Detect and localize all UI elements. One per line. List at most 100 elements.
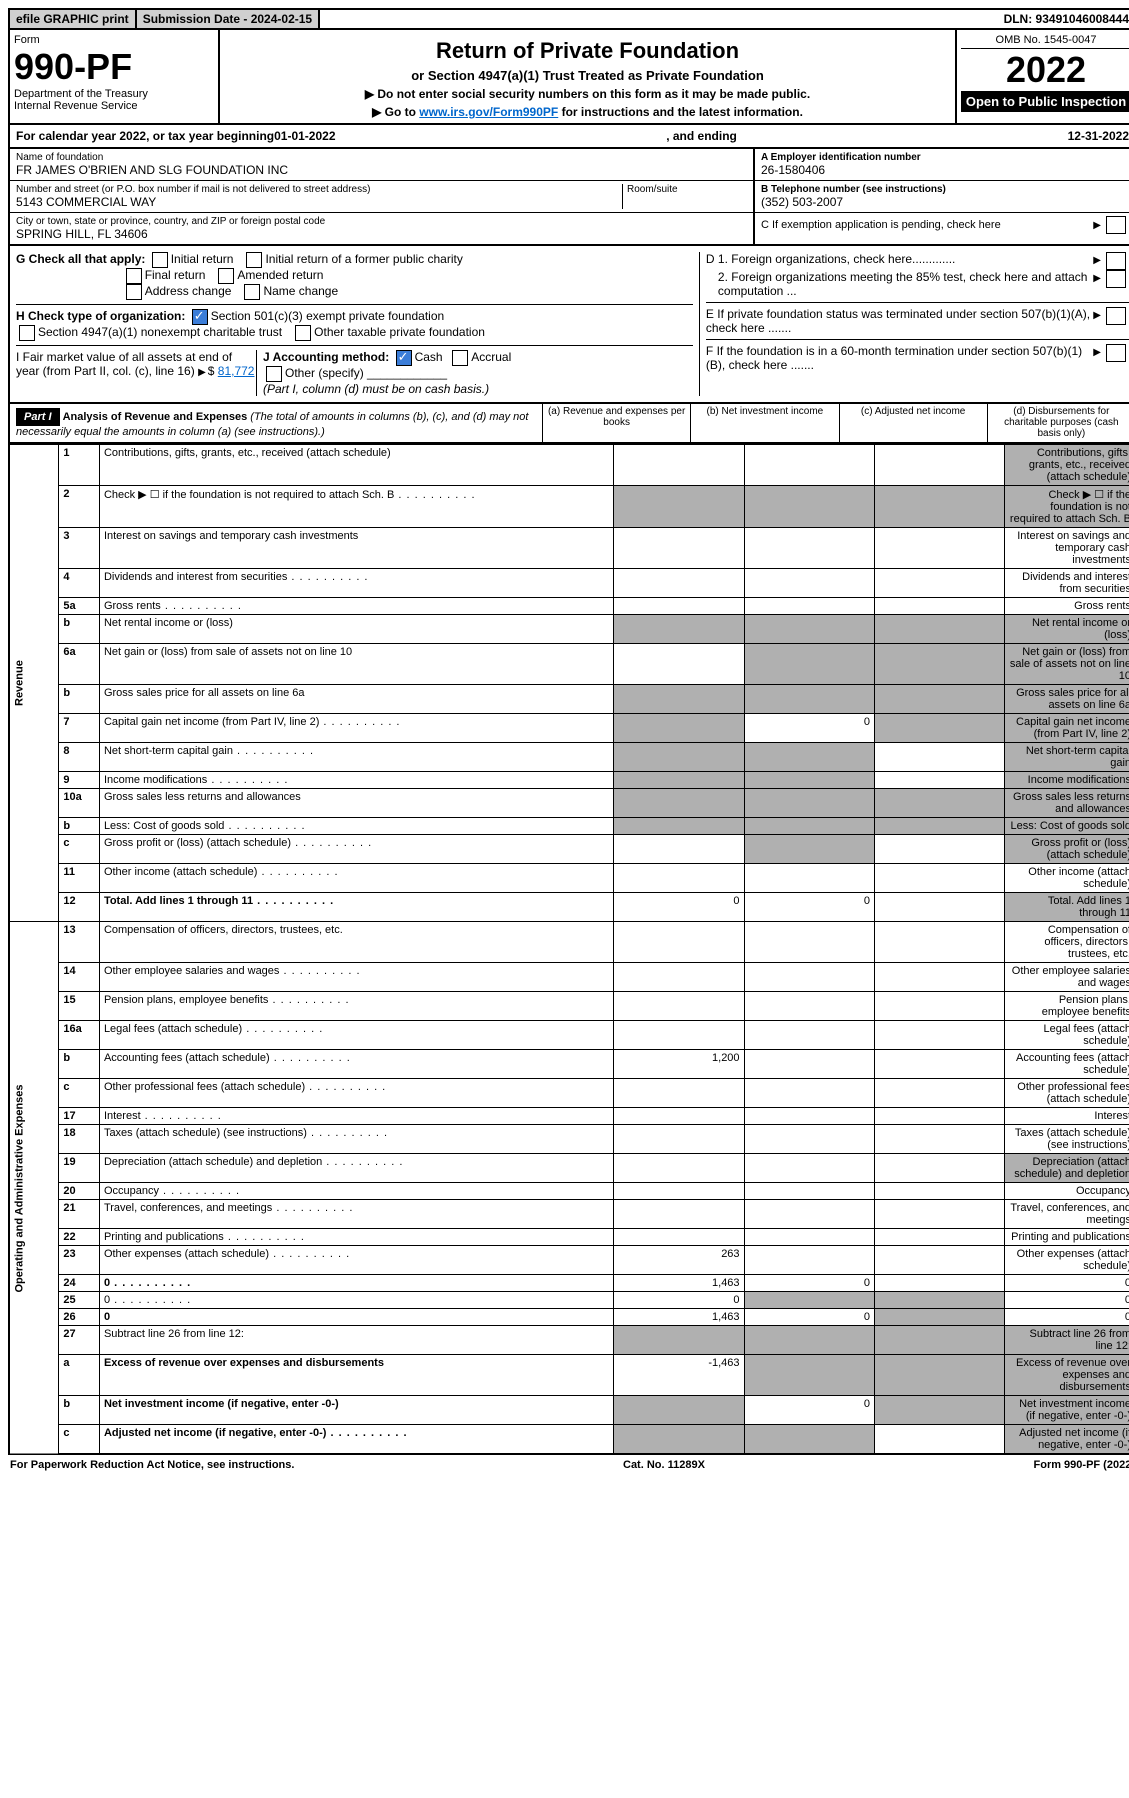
cell-col-a xyxy=(614,1425,744,1455)
cell-col-a: -1,463 xyxy=(614,1355,744,1396)
cell-col-a xyxy=(614,445,744,486)
efile-print-button[interactable]: efile GRAPHIC print xyxy=(10,10,137,28)
j-other-checkbox[interactable] xyxy=(266,366,282,382)
cell-col-a xyxy=(614,528,744,569)
cell-col-b xyxy=(744,789,874,818)
cell-col-a xyxy=(614,1326,744,1355)
d2-label: 2. Foreign organizations meeting the 85%… xyxy=(706,270,1093,298)
cell-col-b xyxy=(744,1125,874,1154)
cell-col-b xyxy=(744,1154,874,1183)
g-name-change-checkbox[interactable] xyxy=(244,284,260,300)
d1-checkbox[interactable] xyxy=(1106,252,1126,270)
cell-col-b: 0 xyxy=(744,1309,874,1326)
cell-col-b xyxy=(744,598,874,615)
cell-col-a xyxy=(614,486,744,528)
line-description: Occupancy xyxy=(99,1183,613,1200)
j-accrual-checkbox[interactable] xyxy=(452,350,468,366)
col-b-header: (b) Net investment income xyxy=(690,404,838,442)
line-number: 25 xyxy=(59,1292,100,1309)
line-number: 2 xyxy=(59,486,100,528)
cell-col-b xyxy=(744,615,874,644)
d1-label: D 1. Foreign organizations, check here..… xyxy=(706,252,1093,266)
cell-col-c xyxy=(875,1154,1005,1183)
cell-col-a: 1,200 xyxy=(614,1050,744,1079)
cell-col-a xyxy=(614,772,744,789)
instruction-2-pre: ▶ Go to xyxy=(372,105,419,119)
c-checkbox[interactable] xyxy=(1106,216,1126,234)
h-501c3-checkbox[interactable] xyxy=(192,309,208,325)
cell-col-a xyxy=(614,1229,744,1246)
line-number: 26 xyxy=(59,1309,100,1326)
line-description: Printing and publications xyxy=(99,1229,613,1246)
g-initial-return-checkbox[interactable] xyxy=(152,252,168,268)
g-amended-checkbox[interactable] xyxy=(218,268,234,284)
g-address-change-checkbox[interactable] xyxy=(126,284,142,300)
cell-col-d: Compensation of officers, directors, tru… xyxy=(1005,922,1129,963)
cell-col-a: 0 xyxy=(614,893,744,922)
h-other-checkbox[interactable] xyxy=(295,325,311,341)
j-cash-checkbox[interactable] xyxy=(396,350,412,366)
line-number: c xyxy=(59,1425,100,1455)
line-description: Accounting fees (attach schedule) xyxy=(99,1050,613,1079)
g-initial-former-checkbox[interactable] xyxy=(246,252,262,268)
line-number: 24 xyxy=(59,1275,100,1292)
line-number: 23 xyxy=(59,1246,100,1275)
j-label: J Accounting method: xyxy=(263,350,389,364)
irs-link[interactable]: www.irs.gov/Form990PF xyxy=(419,105,558,119)
cell-col-d: Total. Add lines 1 through 11 xyxy=(1005,893,1129,922)
table-row: 14Other employee salaries and wagesOther… xyxy=(9,963,1129,992)
line-number: 17 xyxy=(59,1108,100,1125)
table-row: 8Net short-term capital gainNet short-te… xyxy=(9,743,1129,772)
cell-col-a xyxy=(614,992,744,1021)
cell-col-c xyxy=(875,1326,1005,1355)
cell-col-d: Taxes (attach schedule) (see instruction… xyxy=(1005,1125,1129,1154)
cell-col-d: 0 xyxy=(1005,1309,1129,1326)
cell-col-d: Income modifications xyxy=(1005,772,1129,789)
instruction-2-post: for instructions and the latest informat… xyxy=(562,105,803,119)
open-public-badge: Open to Public Inspection xyxy=(961,91,1129,112)
cell-col-b xyxy=(744,1200,874,1229)
table-row: 9Income modificationsIncome modification… xyxy=(9,772,1129,789)
j-accrual: Accrual xyxy=(471,350,511,364)
f-checkbox[interactable] xyxy=(1106,344,1126,362)
cell-col-a xyxy=(614,1183,744,1200)
cell-col-c xyxy=(875,1275,1005,1292)
i-value-link[interactable]: 81,772 xyxy=(218,364,255,378)
line-number: b xyxy=(59,818,100,835)
form-subtitle: or Section 4947(a)(1) Trust Treated as P… xyxy=(228,68,947,83)
room-label: Room/suite xyxy=(627,184,747,195)
e-checkbox[interactable] xyxy=(1106,307,1126,325)
cell-col-c xyxy=(875,1309,1005,1326)
cell-col-c xyxy=(875,1396,1005,1425)
col-c-header: (c) Adjusted net income xyxy=(839,404,987,442)
page-footer: For Paperwork Reduction Act Notice, see … xyxy=(8,1455,1129,1475)
line-description: Excess of revenue over expenses and disb… xyxy=(99,1355,613,1396)
g-final-return-checkbox[interactable] xyxy=(126,268,142,284)
cell-col-b xyxy=(744,1108,874,1125)
city-state-zip: SPRING HILL, FL 34606 xyxy=(16,227,747,241)
h-4947-checkbox[interactable] xyxy=(19,325,35,341)
cell-col-a xyxy=(614,598,744,615)
line-number: b xyxy=(59,1396,100,1425)
calyear-mid: , and ending xyxy=(336,129,1068,143)
cell-col-b xyxy=(744,992,874,1021)
cell-col-a xyxy=(614,864,744,893)
line-description: 0 xyxy=(99,1275,613,1292)
g-label: G Check all that apply: xyxy=(16,252,145,266)
cell-col-c xyxy=(875,893,1005,922)
cell-col-c xyxy=(875,772,1005,789)
cell-col-b xyxy=(744,743,874,772)
g-opt-0: Initial return xyxy=(171,252,234,266)
h-opt-3: Other taxable private foundation xyxy=(314,325,485,339)
line-description: Contributions, gifts, grants, etc., rece… xyxy=(99,445,613,486)
line-description: Gross sales less returns and allowances xyxy=(99,789,613,818)
cell-col-d: Net rental income or (loss) xyxy=(1005,615,1129,644)
cell-col-c xyxy=(875,1292,1005,1309)
d2-checkbox[interactable] xyxy=(1106,270,1126,288)
cell-col-a xyxy=(614,644,744,685)
line-number: b xyxy=(59,685,100,714)
table-row: cAdjusted net income (if negative, enter… xyxy=(9,1425,1129,1455)
table-row: 2601,46300 xyxy=(9,1309,1129,1326)
g-opt-4: Address change xyxy=(145,284,232,298)
section-side-label: Operating and Administrative Expenses xyxy=(9,922,59,1455)
